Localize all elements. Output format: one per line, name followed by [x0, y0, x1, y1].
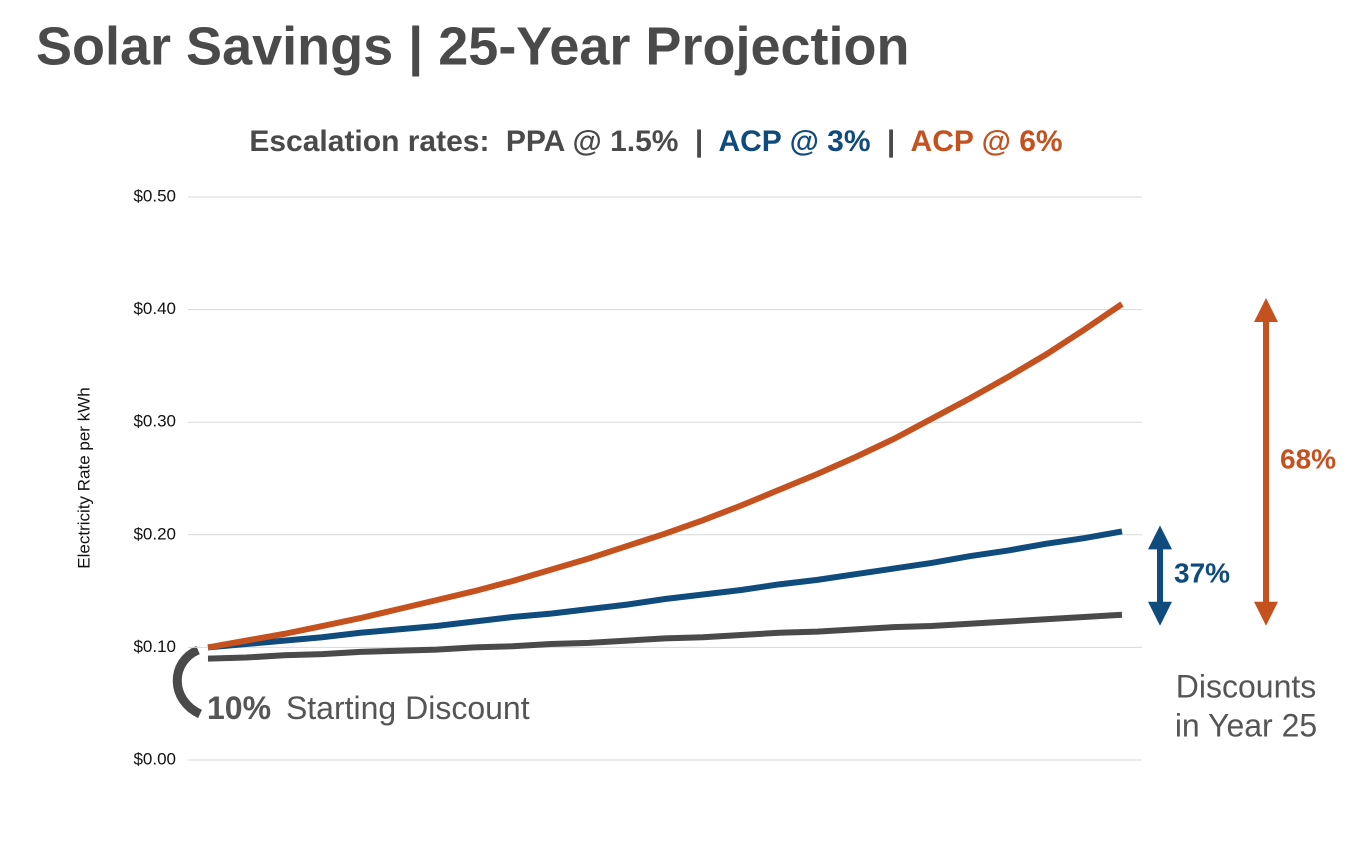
y-tick-label: $0.10	[133, 637, 176, 656]
subtitle-prefix: Escalation rates:	[249, 125, 489, 158]
y-tick-label: $0.50	[133, 186, 176, 205]
legend-entry: ACP @ 3%	[718, 125, 870, 158]
legend-entry: ACP @ 6%	[911, 125, 1063, 158]
y-tick-label: $0.30	[133, 412, 176, 431]
subtitle-separator: |	[887, 125, 895, 158]
start-discount-value: 10%	[207, 690, 271, 726]
series-line	[207, 611, 1123, 662]
legend-entry: PPA @ 1.5%	[506, 125, 679, 158]
y-tick-label: $0.20	[133, 524, 176, 543]
start-discount-annotation: 10% Starting Discount	[207, 690, 530, 726]
discount-label: 37%	[1174, 557, 1230, 588]
y-tick-label: $0.00	[133, 749, 176, 768]
chart-subtitle: Escalation rates: PPA @ 1.5% | ACP @ 3% …	[249, 125, 1062, 158]
y-tick-label: $0.40	[133, 299, 176, 318]
start-discount-text: Starting Discount	[286, 690, 530, 726]
y-axis-label: Electricity Rate per kWh	[74, 387, 93, 568]
discount-label: 68%	[1280, 444, 1336, 475]
year25-label: Discounts	[1176, 668, 1317, 704]
discount-bracket	[172, 645, 203, 719]
series-line	[207, 528, 1123, 651]
subtitle-separator: |	[695, 125, 703, 158]
year25-label: in Year 25	[1175, 707, 1317, 743]
chart-title: Solar Savings | 25-Year Projection	[36, 16, 909, 77]
series-line	[207, 301, 1124, 651]
